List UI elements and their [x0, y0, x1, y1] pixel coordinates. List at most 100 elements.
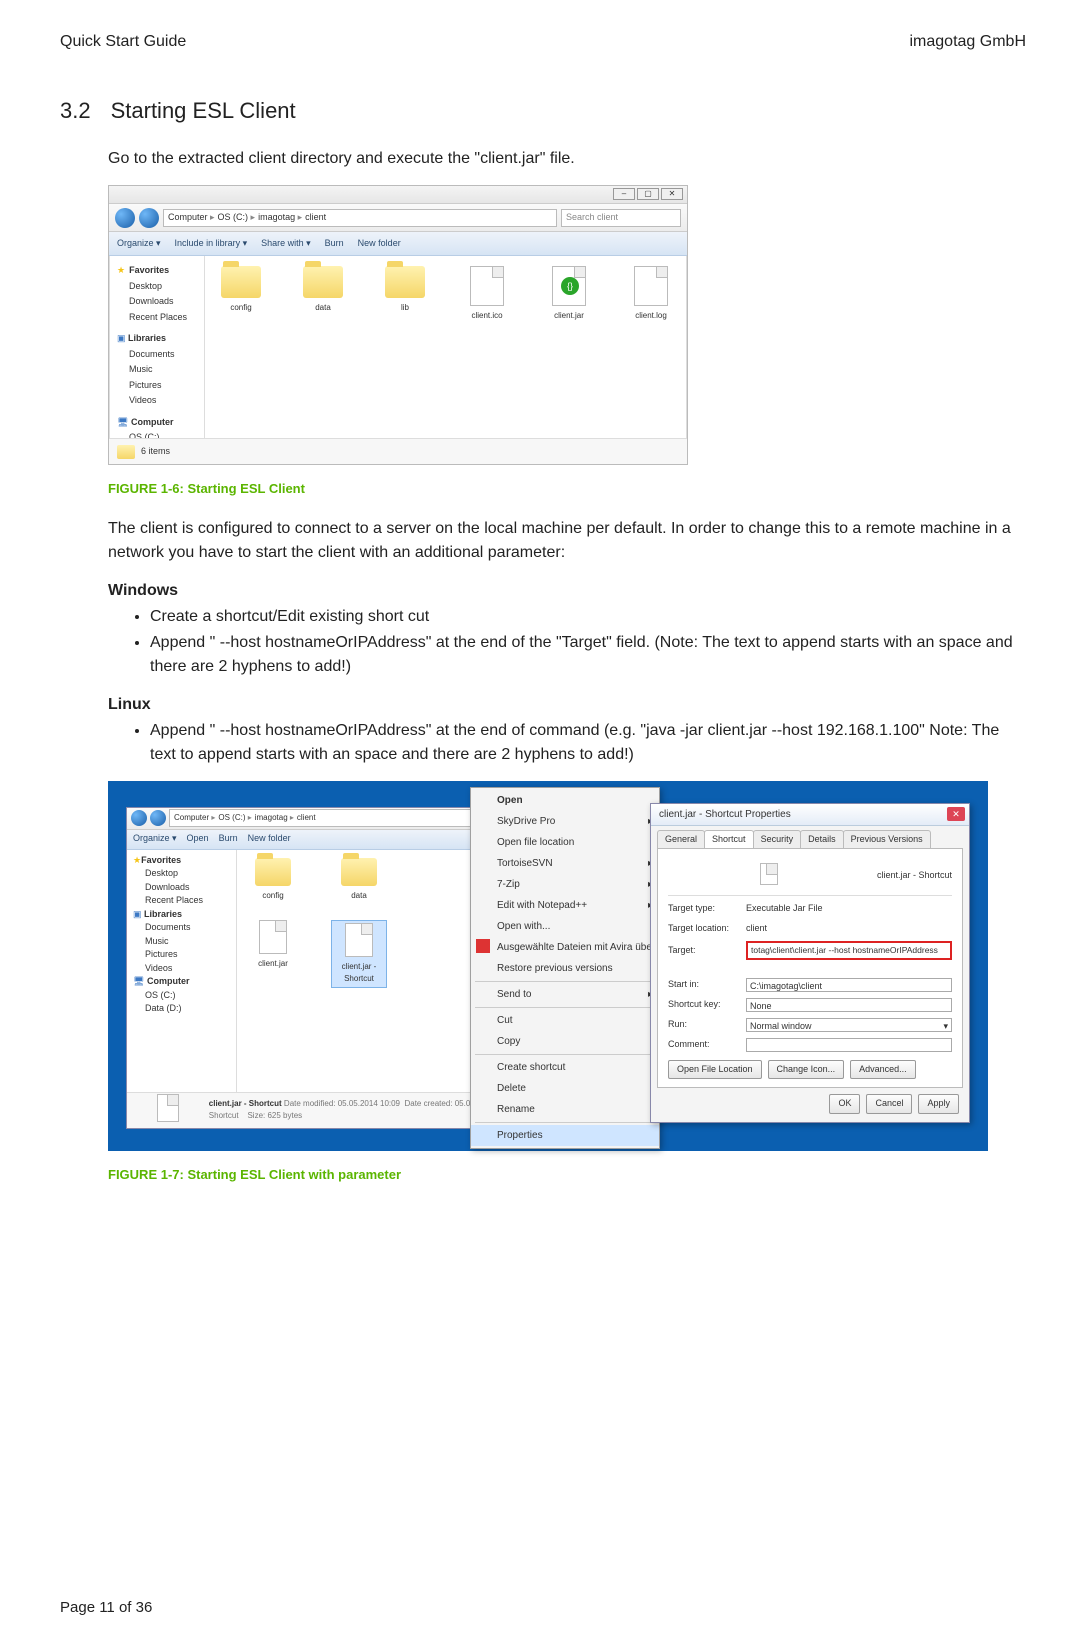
toolbar-item[interactable]: Organize ▾	[117, 237, 161, 251]
search-input[interactable]: Search client	[561, 209, 681, 227]
page-footer: Page 11 of 36	[60, 1597, 152, 1620]
back-button[interactable]	[115, 208, 135, 228]
explorer-window-2: ComputerOS (C:)imagotagclient Organize ▾…	[126, 807, 526, 1129]
sidebar-item[interactable]: Recent Places	[117, 311, 196, 325]
sidebar-item[interactable]: Music	[133, 935, 230, 949]
sidebar-item[interactable]: Videos	[117, 394, 196, 408]
maximize-button[interactable]: ▢	[637, 188, 659, 200]
sidebar-item[interactable]: Documents	[117, 348, 196, 362]
menu-item[interactable]: Rename	[471, 1099, 659, 1120]
dialog-button[interactable]: Open File Location	[668, 1060, 762, 1080]
file-pane: config datalib client.ico {}client.jar clien…	[205, 256, 687, 438]
menu-item[interactable]: Delete	[471, 1078, 659, 1099]
sidebar-item[interactable]: Documents	[133, 921, 230, 935]
file-item[interactable]: {}client.jar	[543, 266, 595, 322]
breadcrumb-segment[interactable]: Computer	[168, 211, 215, 225]
toolbar-item[interactable]: Include in library ▾	[175, 237, 248, 251]
file-item[interactable]: data	[297, 266, 349, 314]
menu-item[interactable]: Copy	[471, 1031, 659, 1052]
file-item[interactable]: client.ico	[461, 266, 513, 322]
sidebar-item[interactable]: Downloads	[133, 881, 230, 895]
menu-item[interactable]: Open file location	[471, 832, 659, 853]
tab[interactable]: General	[657, 830, 705, 849]
nav-bar: ComputerOS (C:)imagotagclient Search cli…	[109, 204, 687, 232]
breadcrumb[interactable]: ComputerOS (C:)imagotagclient	[163, 209, 557, 227]
menu-item[interactable]: Ausgewählte Dateien mit Avira überprüfen	[471, 937, 659, 958]
file-item[interactable]: client.jar	[245, 920, 301, 988]
file-item[interactable]: config	[215, 266, 267, 314]
breadcrumb[interactable]: ComputerOS (C:) imagotagclient	[169, 809, 521, 827]
bullet-item: Append " --host hostnameOrIPAddress" at …	[150, 631, 1026, 679]
breadcrumb-segment[interactable]: client	[305, 211, 326, 225]
tab[interactable]: Security	[753, 830, 802, 849]
file-item[interactable]: data	[331, 858, 387, 902]
sidebar-item[interactable]: Pictures	[133, 948, 230, 962]
intro-paragraph: Go to the extracted client directory and…	[108, 147, 1026, 171]
sidebar-item[interactable]: Pictures	[117, 379, 196, 393]
sidebar-item[interactable]: Data (D:)	[133, 1002, 230, 1016]
comment-field[interactable]	[746, 1038, 952, 1052]
shortcutkey-field[interactable]: None	[746, 998, 952, 1012]
file-item[interactable]: client.log	[625, 266, 677, 322]
dialog-button[interactable]: Change Icon...	[768, 1060, 845, 1080]
breadcrumb-segment[interactable]: imagotag	[255, 812, 294, 824]
run-dropdown[interactable]: Normal window▾	[746, 1018, 952, 1032]
sidebar-item[interactable]: Videos	[133, 962, 230, 976]
dialog-button[interactable]: Apply	[918, 1094, 959, 1114]
libraries-label: Libraries	[128, 333, 166, 343]
file-item[interactable]: client.jar - Shortcut	[331, 920, 387, 988]
forward-button[interactable]	[139, 208, 159, 228]
breadcrumb-segment[interactable]: Computer	[174, 812, 215, 824]
explorer-sidebar: ★Favorites DesktopDownloadsRecent Places…	[109, 256, 205, 438]
toolbar-item[interactable]: New folder	[358, 237, 401, 251]
menu-item[interactable]: Edit with Notepad++	[471, 895, 659, 916]
breadcrumb-segment[interactable]: OS (C:)	[218, 211, 256, 225]
menu-item[interactable]: Open	[471, 790, 659, 811]
breadcrumb-segment[interactable]: imagotag	[258, 211, 302, 225]
close-button[interactable]: ✕	[661, 188, 683, 200]
menu-item[interactable]: Cut	[471, 1010, 659, 1031]
tab[interactable]: Shortcut	[704, 830, 754, 849]
dialog-button[interactable]: Cancel	[866, 1094, 912, 1114]
jar-icon: {}	[561, 277, 579, 295]
breadcrumb-segment[interactable]: client	[297, 812, 316, 824]
close-button[interactable]: ✕	[947, 807, 965, 821]
dialog-button[interactable]: OK	[829, 1094, 860, 1114]
toolbar-item[interactable]: Burn	[325, 237, 344, 251]
file-icon	[760, 863, 778, 885]
menu-item[interactable]: TortoiseSVN	[471, 853, 659, 874]
toolbar-item[interactable]: Organize ▾	[133, 832, 177, 846]
toolbar-item[interactable]: Share with ▾	[261, 237, 311, 251]
sidebar-item[interactable]: Music	[117, 363, 196, 377]
sidebar-item[interactable]: OS (C:)	[133, 989, 230, 1003]
explorer-window: – ▢ ✕ ComputerOS (C:)imagotagclient Sear…	[108, 185, 688, 465]
file-item[interactable]: config	[245, 858, 301, 902]
status-bar: client.jar - Shortcut Date modified: 05.…	[127, 1092, 525, 1128]
header-left: Quick Start Guide	[60, 30, 186, 54]
sidebar-item[interactable]: Recent Places	[133, 894, 230, 908]
menu-item[interactable]: Open with...	[471, 916, 659, 937]
sidebar-item[interactable]: Downloads	[117, 295, 196, 309]
menu-item[interactable]: Restore previous versions	[471, 958, 659, 979]
file-item[interactable]: lib	[379, 266, 431, 314]
toolbar-item[interactable]: Open	[187, 832, 209, 846]
menu-item[interactable]: SkyDrive Pro	[471, 811, 659, 832]
sidebar-item[interactable]: Desktop	[133, 867, 230, 881]
back-button[interactable]	[131, 810, 147, 826]
breadcrumb-segment[interactable]: OS (C:)	[218, 812, 251, 824]
forward-button[interactable]	[150, 810, 166, 826]
menu-item[interactable]: Send to	[471, 984, 659, 1005]
tab[interactable]: Previous Versions	[843, 830, 931, 849]
sidebar-item[interactable]: Desktop	[117, 280, 196, 294]
target-field[interactable]: totag\client\client.jar --host hostnameO…	[746, 941, 952, 960]
menu-item[interactable]: Create shortcut	[471, 1057, 659, 1078]
menu-item[interactable]: 7-Zip	[471, 874, 659, 895]
toolbar-item[interactable]: Burn	[219, 832, 238, 846]
menu-item[interactable]: Properties	[471, 1125, 659, 1146]
window-titlebar: – ▢ ✕	[109, 186, 687, 204]
tab[interactable]: Details	[800, 830, 844, 849]
toolbar-item[interactable]: New folder	[248, 832, 291, 846]
startin-field[interactable]: C:\imagotag\client	[746, 978, 952, 992]
dialog-button[interactable]: Advanced...	[850, 1060, 916, 1080]
minimize-button[interactable]: –	[613, 188, 635, 200]
